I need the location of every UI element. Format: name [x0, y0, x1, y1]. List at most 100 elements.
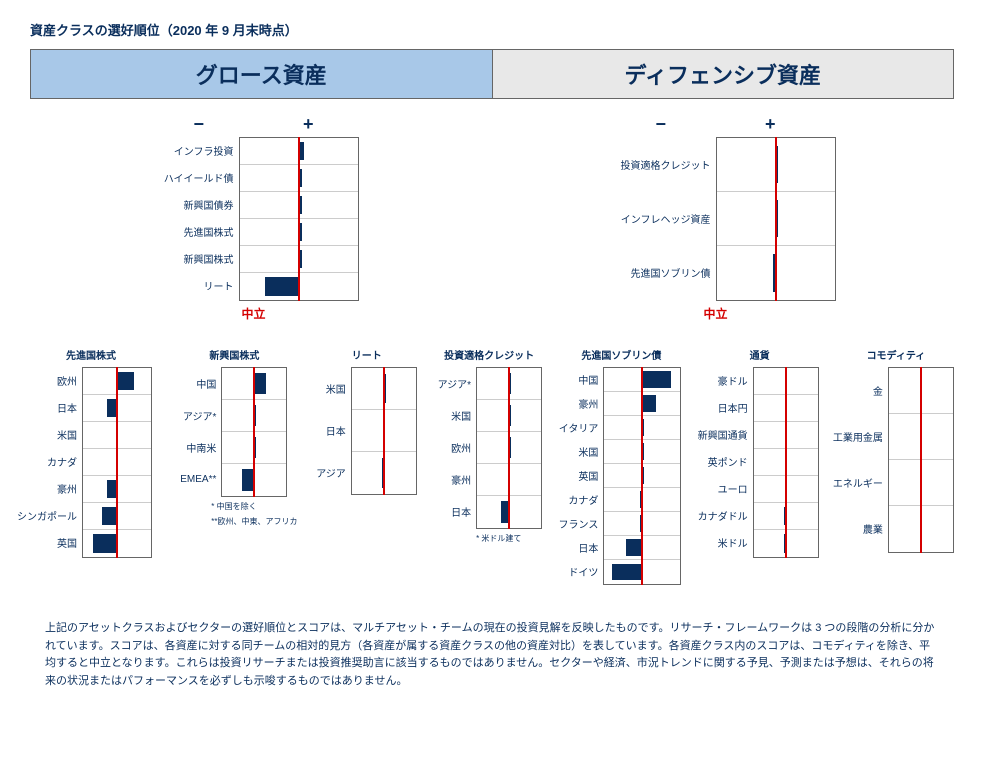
- row-label: 米国: [578, 439, 603, 463]
- top-charts: −+インフラ投資ハイイールド債新興国債券先進国株式新興国株式リート中立−+投資適…: [30, 114, 954, 322]
- tab-defensive: ディフェンシブ資産: [493, 50, 954, 98]
- center-line: [383, 367, 385, 495]
- row-label: 豪ドル: [718, 367, 753, 394]
- footnotes: * 中国を除く**欧州、中東、アフリカ: [211, 497, 297, 527]
- labels-col: インフラ投資ハイイールド債新興国債券先進国株式新興国株式リート: [149, 137, 239, 299]
- row-label: 工業用金属: [833, 413, 888, 459]
- labels-col: 欧州日本米国カナダ豪州シンガポール英国: [30, 367, 82, 556]
- row-label: アジア: [316, 451, 351, 493]
- row-label: 米国: [57, 421, 82, 448]
- bars-box: [716, 137, 836, 301]
- tab-growth: グロース資産: [31, 50, 493, 98]
- row-label: ドイツ: [568, 559, 603, 583]
- bar: [102, 507, 117, 525]
- row-label: 金: [873, 367, 888, 413]
- row-label: 日本: [451, 495, 476, 527]
- chart-body: インフラ投資ハイイールド債新興国債券先進国株式新興国株式リート: [149, 137, 359, 301]
- row-label: 米ドル: [718, 529, 753, 556]
- footnote: * 米ドル建て: [476, 533, 521, 544]
- bars-box: [476, 367, 542, 529]
- bars-box: [239, 137, 359, 301]
- footnote: * 中国を除く: [211, 501, 297, 512]
- bottom-chart-3: 投資適格クレジットアジア*米国欧州豪州日本* 米ドル建て: [436, 347, 542, 544]
- row-label: 英国: [578, 463, 603, 487]
- row-label: 先進国株式: [184, 218, 239, 245]
- row-label: 日本: [326, 409, 351, 451]
- bar: [612, 564, 642, 581]
- row-label: アジア*: [183, 399, 222, 431]
- bottom-charts: 先進国株式欧州日本米国カナダ豪州シンガポール英国新興国株式中国アジア*中南米EM…: [30, 347, 954, 585]
- chart-title: コモディティ: [867, 347, 926, 362]
- row-label: カナダ: [47, 448, 82, 475]
- row-label: アジア*: [438, 367, 477, 399]
- labels-col: 米国日本アジア: [317, 367, 351, 493]
- row-label: 投資適格クレジット: [621, 137, 716, 191]
- row-label: インフレヘッジ資産: [621, 191, 716, 245]
- row-label: 日本: [57, 394, 82, 421]
- row-label: 新興国債券: [184, 191, 239, 218]
- bottom-chart-5: 通貨豪ドル日本円新興国通貨英ポンドユーロカナダドル米ドル: [701, 347, 819, 558]
- row-label: 豪州: [57, 475, 82, 502]
- row-label: 英ポンド: [708, 448, 753, 475]
- row-label: フランス: [559, 511, 604, 535]
- page-title: 資産クラスの選好順位（2020 年 9 月末時点）: [30, 20, 954, 39]
- row-label: 豪州: [451, 463, 476, 495]
- footnotes: * 米ドル建て: [476, 529, 521, 544]
- top-defensive-chart: −+投資適格クレジットインフレヘッジ資産先進国ソブリン債中立: [596, 114, 836, 322]
- chart-title: 通貨: [750, 347, 770, 362]
- bar: [265, 277, 298, 296]
- chart-body: アジア*米国欧州豪州日本: [436, 367, 542, 529]
- bottom-chart-4: 先進国ソブリン債中国豪州イタリア米国英国カナダフランス日本ドイツ: [561, 347, 681, 585]
- row-label: 中国: [578, 367, 603, 391]
- chart-body: 中国豪州イタリア米国英国カナダフランス日本ドイツ: [561, 367, 681, 585]
- row-label: 米国: [326, 367, 351, 409]
- center-line: [508, 367, 510, 529]
- signs: −+: [194, 114, 314, 135]
- row-label: カナダ: [568, 487, 603, 511]
- chart-body: 中国アジア*中南米EMEA**: [181, 367, 287, 497]
- row-label: ユーロ: [718, 475, 753, 502]
- row-label: 英国: [57, 529, 82, 556]
- bar: [642, 371, 671, 387]
- bars-box: [753, 367, 819, 558]
- chart-title: 先進国株式: [66, 347, 116, 362]
- bar: [626, 539, 643, 555]
- bars-box: [351, 367, 417, 495]
- chart-title: 投資適格クレジット: [444, 347, 534, 362]
- chart-body: 投資適格クレジットインフレヘッジ資産先進国ソブリン債: [596, 137, 836, 301]
- bar: [93, 534, 117, 553]
- signs: −+: [656, 114, 776, 135]
- row-label: 農業: [863, 505, 888, 551]
- bar: [254, 373, 266, 395]
- bar: [117, 372, 134, 390]
- row-label: 欧州: [57, 367, 82, 394]
- chart-body: 欧州日本米国カナダ豪州シンガポール英国: [30, 367, 152, 558]
- row-label: リート: [204, 272, 239, 299]
- bottom-chart-0: 先進国株式欧州日本米国カナダ豪州シンガポール英国: [30, 347, 152, 558]
- neutral-label: 中立: [703, 305, 727, 322]
- tabs: グロース資産 ディフェンシブ資産: [30, 49, 954, 99]
- row-label: 米国: [451, 399, 476, 431]
- row-label: エネルギー: [833, 459, 888, 505]
- disclaimer: 上記のアセットクラスおよびセクターの選好順位とスコアは、マルチアセット・チームの…: [30, 620, 954, 690]
- row-label: シンガポール: [17, 502, 82, 529]
- minus-sign: −: [194, 114, 205, 135]
- plus-sign: +: [765, 114, 776, 135]
- center-line: [116, 367, 118, 558]
- row-label: 新興国通貨: [698, 421, 753, 448]
- labels-col: 中国アジア*中南米EMEA**: [181, 367, 221, 495]
- row-label: インフラ投資: [174, 137, 239, 164]
- chart-title: 先進国ソブリン債: [581, 347, 661, 362]
- bars-box: [221, 367, 287, 497]
- top-growth-chart: −+インフラ投資ハイイールド債新興国債券先進国株式新興国株式リート中立: [149, 114, 359, 322]
- minus-sign: −: [656, 114, 667, 135]
- chart-body: 金工業用金属エネルギー農業: [838, 367, 954, 553]
- center-line: [785, 367, 787, 558]
- labels-col: 投資適格クレジットインフレヘッジ資産先進国ソブリン債: [596, 137, 716, 299]
- row-label: 中国: [196, 367, 221, 399]
- bottom-chart-6: コモディティ金工業用金属エネルギー農業: [838, 347, 954, 553]
- center-line: [775, 137, 777, 301]
- row-label: 欧州: [451, 431, 476, 463]
- chart-title: リート: [352, 347, 382, 362]
- center-line: [641, 367, 643, 585]
